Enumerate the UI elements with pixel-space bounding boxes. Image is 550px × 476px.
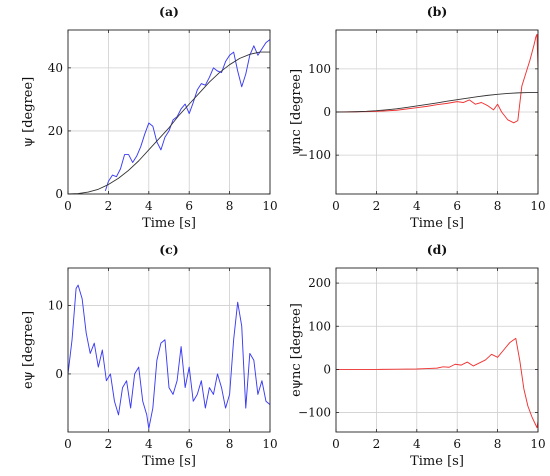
panel-a-title: (a): [159, 4, 179, 19]
y-tick-label: 100: [308, 62, 331, 76]
y-tick-label: 100: [308, 319, 331, 333]
x-tick-label: 0: [64, 437, 72, 451]
x-tick-label: 4: [145, 199, 153, 213]
x-tick-label: 8: [226, 437, 234, 451]
x-tick-label: 10: [262, 199, 277, 213]
y-axis-label: ψ [degree]: [21, 77, 36, 147]
x-tick-label: 4: [413, 199, 421, 213]
y-axis-label: eψ [degree]: [21, 311, 36, 389]
x-tick-label: 6: [185, 437, 193, 451]
panel-a-series-blue-line: [104, 39, 270, 191]
panel-c-title: (c): [159, 242, 178, 257]
panel-b-title: (b): [427, 4, 448, 19]
y-tick-label: 0: [55, 187, 63, 201]
x-tick-label: 8: [494, 437, 502, 451]
panel-a-frame: [67, 29, 271, 195]
x-tick-label: 0: [64, 199, 72, 213]
panel-d-series-red-line: [336, 272, 538, 429]
y-axis-label: ψnc [degree]: [289, 69, 304, 155]
y-tick-label: 0: [323, 105, 331, 119]
x-axis-label: Time [s]: [142, 454, 196, 469]
y-tick-label: 0: [55, 367, 63, 381]
panel-d: 0 2 4 6 8 10 −100 0 100 200 (d) Time [s] eψnc [degre…: [289, 242, 546, 469]
x-axis-label: Time [s]: [410, 216, 464, 231]
x-tick-label: 2: [373, 199, 381, 213]
x-tick-label: 8: [494, 199, 502, 213]
y-tick-label: 20: [48, 124, 63, 138]
x-tick-label: 8: [226, 199, 234, 213]
x-axis-label: Time [s]: [410, 454, 464, 469]
panel-d-title: (d): [427, 242, 448, 257]
x-tick-label: 2: [105, 437, 113, 451]
y-tick-label: 10: [48, 299, 63, 313]
x-tick-label: 10: [530, 437, 545, 451]
y-tick-label: −100: [298, 406, 331, 420]
x-tick-label: 4: [413, 437, 421, 451]
x-tick-label: 10: [530, 199, 545, 213]
panel-b-series-black-line: [336, 92, 538, 113]
y-tick-label: 40: [48, 61, 63, 75]
panel-c-series-blue-line: [68, 284, 270, 430]
panel-c-frame: [67, 267, 271, 433]
y-tick-label: 0: [323, 362, 331, 376]
x-tick-label: 6: [453, 437, 461, 451]
panel-a: 0 2 4 6 8 10 0 20 40 (a) Time [s] ψ [degree]: [21, 4, 278, 231]
panel-c: 0 2 4 6 8 10 0 10 (c) Time [s] eψ [degree]: [21, 242, 278, 469]
x-tick-label: 2: [373, 437, 381, 451]
y-tick-label: 200: [308, 276, 331, 290]
panel-b-series-red-line: [336, 33, 538, 184]
x-tick-label: 10: [262, 437, 277, 451]
panel-a-series-black-line: [68, 51, 270, 194]
x-axis-label: Time [s]: [142, 216, 196, 231]
x-tick-label: 4: [145, 437, 153, 451]
x-tick-label: 2: [105, 199, 113, 213]
y-axis-label: eψnc [degree]: [289, 303, 304, 397]
panel-d-frame: [335, 267, 539, 433]
panel-b: 0 2 4 6 8 10 −100 0 100 (b) Time [s] ψnc [degree]: [289, 4, 546, 231]
x-tick-label: 6: [185, 199, 193, 213]
x-tick-label: 0: [332, 437, 340, 451]
y-tick-label: −100: [298, 148, 331, 162]
x-tick-label: 0: [332, 199, 340, 213]
x-tick-label: 6: [453, 199, 461, 213]
